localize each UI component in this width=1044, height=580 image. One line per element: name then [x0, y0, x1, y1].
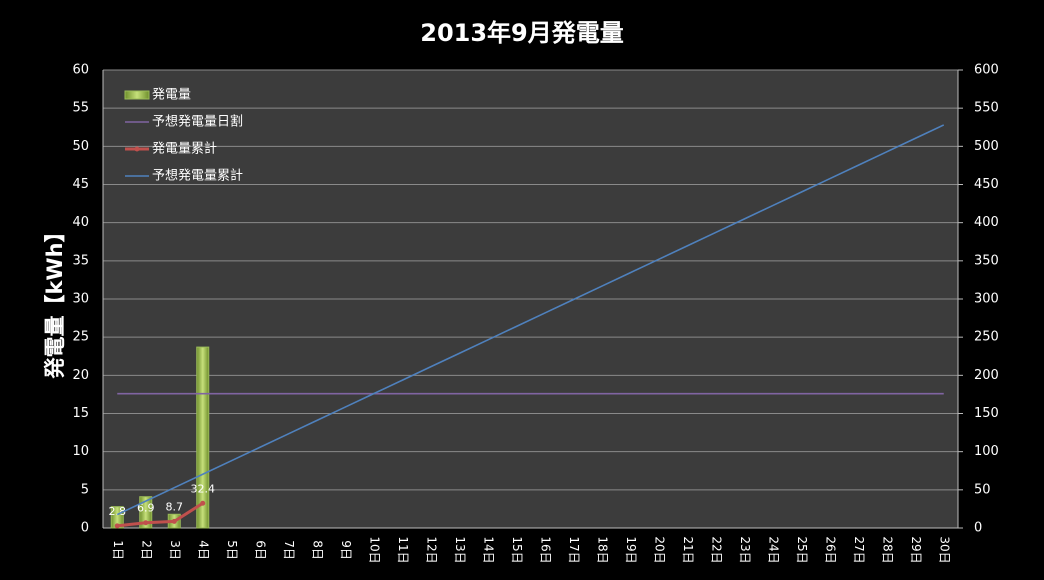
legend-label: 発電量: [152, 88, 191, 103]
x-tick-label: 11日: [396, 536, 410, 563]
x-tick-label: 30日: [937, 536, 951, 563]
x-tick-label: 23日: [738, 536, 752, 563]
x-tick-label: 12日: [424, 536, 438, 563]
chart-title: 2013年9月発電量: [420, 19, 624, 47]
marker: [143, 520, 149, 526]
y-tick-label: 50: [72, 139, 89, 154]
y-tick-label: 40: [72, 215, 89, 230]
x-tick-label: 24日: [766, 536, 780, 563]
marker: [114, 523, 120, 529]
y-tick-label: 0: [81, 521, 89, 536]
x-tick-label: 20日: [652, 536, 666, 563]
y2-tick-label: 400: [974, 215, 999, 230]
y2-tick-label: 50: [974, 482, 991, 497]
x-tick-label: 4日: [196, 540, 210, 560]
y-tick-label: 15: [72, 406, 89, 421]
x-tick-label: 19日: [624, 536, 638, 563]
x-tick-label: 25日: [795, 536, 809, 563]
x-tick-label: 14日: [481, 536, 495, 563]
x-tick-label: 7日: [282, 540, 296, 560]
x-tick-label: 16日: [538, 536, 552, 563]
marker: [200, 500, 206, 506]
x-tick-label: 21日: [681, 536, 695, 563]
x-tick-label: 26日: [823, 536, 837, 563]
line: [116, 124, 945, 516]
marker: [171, 518, 177, 524]
y2-tick-label: 300: [974, 292, 999, 307]
y-axis-title: 発電量【kWh】: [43, 221, 67, 379]
x-tick-label: 22日: [709, 536, 723, 563]
legend-marker: [134, 146, 140, 152]
y-tick-label: 35: [72, 253, 89, 268]
y-tick-label: 25: [72, 330, 89, 345]
bar: [139, 496, 153, 529]
legend-label: 予想発電量累計: [152, 168, 243, 184]
x-tick-label: 28日: [880, 536, 894, 563]
x-tick-label: 5日: [225, 540, 239, 560]
data-label: 8.7: [166, 500, 184, 513]
x-tick-label: 10日: [367, 536, 381, 563]
y2-tick-label: 150: [974, 406, 999, 421]
x-tick-label: 13日: [453, 536, 467, 563]
x-tick-label: 18日: [595, 536, 609, 563]
x-tick-label: 3日: [168, 540, 182, 560]
x-tick-label: 8日: [310, 540, 324, 560]
y-tick-label: 10: [72, 444, 89, 459]
y2-tick-label: 0: [974, 521, 982, 536]
y-tick-label: 45: [72, 177, 89, 192]
y2-tick-label: 450: [974, 177, 999, 192]
x-tick-label: 1日: [111, 540, 125, 560]
x-tick-label: 15日: [510, 536, 524, 563]
data-label: 32.4: [191, 482, 216, 495]
bar: [196, 346, 210, 529]
x-tick-label: 2日: [139, 540, 153, 560]
x-tick-label: 29日: [909, 536, 923, 563]
y-tick-label: 55: [72, 101, 89, 116]
y2-tick-label: 350: [974, 253, 999, 268]
legend-swatch: [124, 90, 150, 100]
y-tick-label: 5: [81, 482, 89, 497]
y2-tick-label: 100: [974, 444, 999, 459]
data-label: 6.9: [137, 502, 155, 515]
x-tick-label: 6日: [253, 540, 267, 560]
x-tick-label: 27日: [852, 536, 866, 563]
y2-tick-label: 200: [974, 368, 999, 383]
x-tick-label: 9日: [339, 540, 353, 560]
x-tick-label: 17日: [567, 536, 581, 563]
y2-tick-label: 600: [974, 63, 999, 78]
y-tick-label: 20: [72, 368, 89, 383]
line: [117, 502, 204, 528]
legend-label: 発電量累計: [152, 141, 217, 157]
data-label: 2.8: [109, 505, 127, 518]
legend-label: 予想発電量日割: [152, 114, 243, 130]
y2-tick-label: 550: [974, 101, 999, 116]
y2-tick-label: 500: [974, 139, 999, 154]
y-tick-label: 30: [72, 292, 89, 307]
y-tick-label: 60: [72, 63, 89, 78]
y2-tick-label: 250: [974, 330, 999, 345]
